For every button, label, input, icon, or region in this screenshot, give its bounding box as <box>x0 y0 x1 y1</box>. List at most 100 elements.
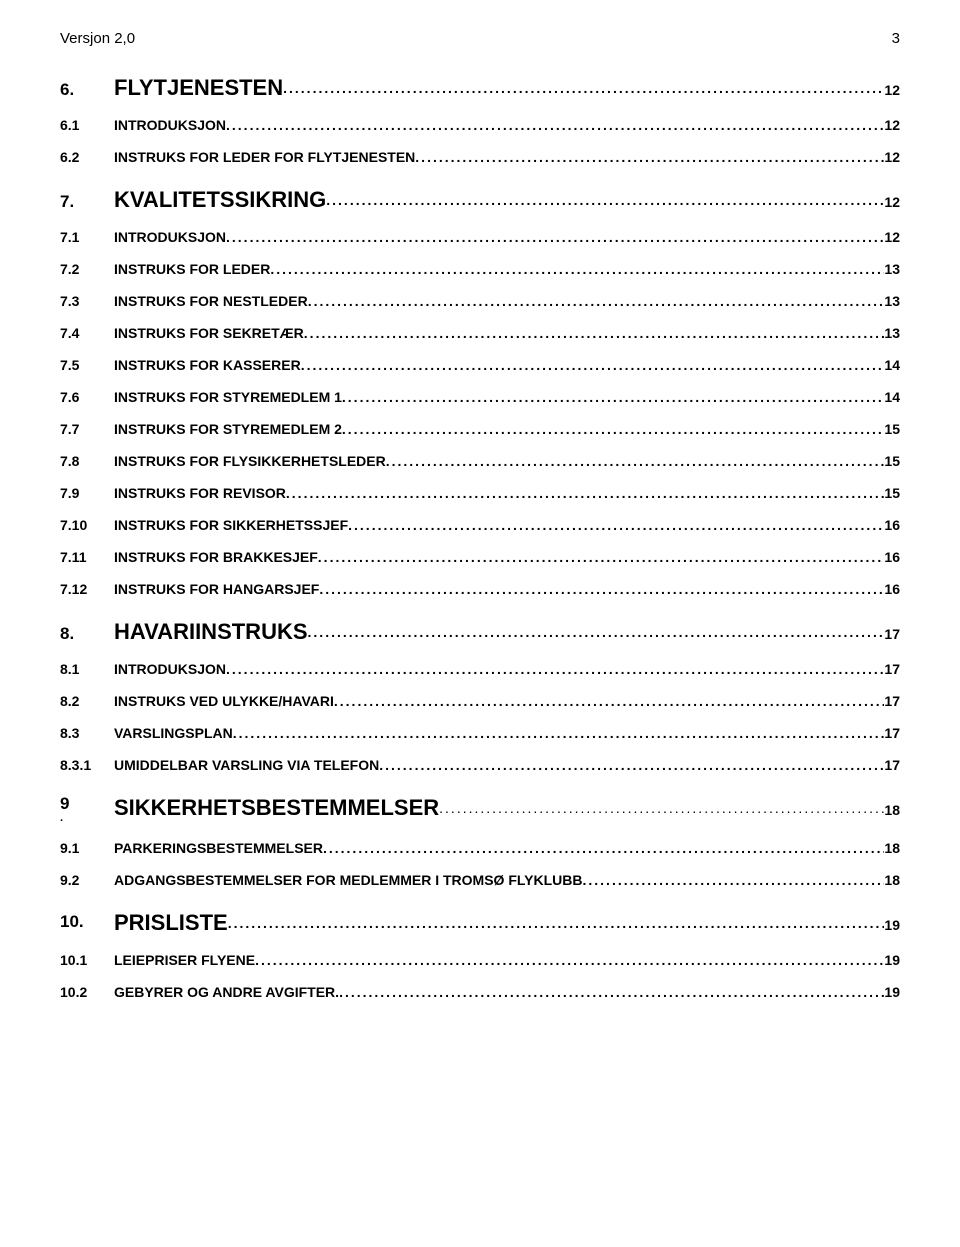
toc-page: 19 <box>884 917 900 933</box>
toc-page: 19 <box>884 984 900 1000</box>
toc-leader-dots: ........................................… <box>308 293 885 309</box>
toc-entry-level-1: 9.SIKKERHETSBESTEMMELSER................… <box>60 795 900 824</box>
version-text: Versjon 2,0 <box>60 30 135 47</box>
toc-page: 12 <box>884 117 900 133</box>
toc-leader-dots: ........................................… <box>323 840 884 856</box>
page-header: Versjon 2,0 3 <box>60 30 900 47</box>
toc-page: 16 <box>884 549 900 565</box>
toc-leader-dots: ........................................… <box>233 725 885 741</box>
toc-title: INSTRUKS FOR FLYSIKKERHETSLEDER <box>114 453 386 469</box>
toc-page: 18 <box>884 872 900 888</box>
toc-leader-dots: ........................................… <box>348 517 884 533</box>
toc-title: LEIEPRISER FLYENE <box>114 952 255 968</box>
toc-title: INSTRUKS FOR STYREMEDLEM 1 <box>114 389 342 405</box>
toc-entry-level-2: 7.5INSTRUKS FOR KASSERER................… <box>60 357 900 373</box>
toc-leader-dots: ........................................… <box>228 915 885 931</box>
toc-title: INSTRUKS FOR HANGARSJEF <box>114 581 319 597</box>
toc-entry-level-2: 7.2INSTRUKS FOR LEDER...................… <box>60 261 900 277</box>
toc-leader-dots: ........................................… <box>255 952 884 968</box>
toc-page: 12 <box>884 149 900 165</box>
toc-leader-dots: ........................................… <box>270 261 884 277</box>
toc-title: INSTRUKS FOR BRAKKESJEF <box>114 549 318 565</box>
toc-entry-level-2: 6.1INTRODUKSJON.........................… <box>60 117 900 133</box>
toc-entry-level-2: 7.4INSTRUKS FOR SEKRETÆR................… <box>60 325 900 341</box>
toc-entry-level-2: 6.2INSTRUKS FOR LEDER FOR FLYTJENESTEN..… <box>60 149 900 165</box>
toc-entry-level-2: 8.3VARSLINGSPLAN........................… <box>60 725 900 741</box>
toc-number: 8.3 <box>60 725 114 741</box>
toc-title: UMIDDELBAR VARSLING VIA TELEFON <box>114 757 379 773</box>
toc-number: 6. <box>60 80 114 100</box>
toc-page: 17 <box>884 757 900 773</box>
toc-leader-dots: ........................................… <box>318 549 885 565</box>
toc-title: GEBYRER OG ANDRE AVGIFTER. <box>114 984 339 1000</box>
toc-title: INSTRUKS FOR LEDER <box>114 261 270 277</box>
toc-number-column: 9. <box>60 795 114 824</box>
toc-entry-level-2: 7.10INSTRUKS FOR SIKKERHETSSJEF.........… <box>60 517 900 533</box>
toc-leader-dots: ........................................… <box>226 661 884 677</box>
toc-entry-level-2: 9.1PARKERINGSBESTEMMELSER...............… <box>60 840 900 856</box>
toc-number: 7.7 <box>60 421 114 437</box>
toc-number: 7.4 <box>60 325 114 341</box>
toc-entry-level-2: 7.11INSTRUKS FOR BRAKKESJEF.............… <box>60 549 900 565</box>
toc-number: 6.1 <box>60 117 114 133</box>
toc-entry-level-2: 7.7INSTRUKS FOR STYREMEDLEM 2...........… <box>60 421 900 437</box>
toc-leader-dots: ........................................… <box>319 581 884 597</box>
toc-leader-dots: ........................................… <box>386 453 885 469</box>
toc-title: INSTRUKS FOR LEDER FOR FLYTJENESTEN <box>114 149 415 165</box>
toc-title: INSTRUKS VED ULYKKE/HAVARI <box>114 693 334 709</box>
toc-entry-level-2: 8.1INTRODUKSJON.........................… <box>60 661 900 677</box>
toc-title: PARKERINGSBESTEMMELSER <box>114 840 323 856</box>
toc-entry-level-2: 7.9INSTRUKS FOR REVISOR.................… <box>60 485 900 501</box>
toc-number: 7.5 <box>60 357 114 373</box>
toc-page: 15 <box>884 485 900 501</box>
toc-title: VARSLINGSPLAN <box>114 725 233 741</box>
toc-number: 6.2 <box>60 149 114 165</box>
toc-title: INSTRUKS FOR SIKKERHETSSJEF <box>114 517 348 533</box>
toc-number: 7.8 <box>60 453 114 469</box>
toc-page: 13 <box>884 261 900 277</box>
toc-title: ADGANGSBESTEMMELSER FOR MEDLEMMER I TROM… <box>114 872 583 888</box>
toc-entry-level-2: 7.6INSTRUKS FOR STYREMEDLEM 1...........… <box>60 389 900 405</box>
toc-entry-level-2: 10.2GEBYRER OG ANDRE AVGIFTER...........… <box>60 984 900 1000</box>
toc-leader-dots: ........................................… <box>439 800 884 816</box>
toc-number: 7.12 <box>60 581 114 597</box>
toc-number: 7.9 <box>60 485 114 501</box>
toc-leader-dots: ........................................… <box>301 357 885 373</box>
toc-page: 17 <box>884 693 900 709</box>
toc-number: 10. <box>60 912 114 932</box>
toc-title: INTRODUKSJON <box>114 229 226 245</box>
toc-number: 7.10 <box>60 517 114 533</box>
toc-number: 7.2 <box>60 261 114 277</box>
table-of-contents: 6.FLYTJENESTEN..........................… <box>60 75 900 1000</box>
toc-page: 15 <box>884 421 900 437</box>
toc-page: 12 <box>884 229 900 245</box>
toc-page: 17 <box>884 725 900 741</box>
toc-leader-dots: ........................................… <box>334 693 885 709</box>
toc-page: 14 <box>884 357 900 373</box>
toc-entry-level-2: 7.12INSTRUKS FOR HANGARSJEF.............… <box>60 581 900 597</box>
toc-leader-dots: ........................................… <box>283 80 884 96</box>
toc-leader-dots: ........................................… <box>286 485 885 501</box>
toc-title: INSTRUKS FOR SEKRETÆR <box>114 325 304 341</box>
toc-leader-dots: ........................................… <box>583 872 885 888</box>
toc-title: FLYTJENESTEN <box>114 75 283 101</box>
toc-page: 19 <box>884 952 900 968</box>
toc-entry-level-1: 6.FLYTJENESTEN..........................… <box>60 75 900 101</box>
toc-leader-dots: ........................................… <box>226 229 884 245</box>
toc-entry-level-2: 10.1LEIEPRISER FLYENE...................… <box>60 952 900 968</box>
toc-leader-dots: ........................................… <box>415 149 884 165</box>
toc-number: 9.2 <box>60 872 114 888</box>
toc-number: 9.1 <box>60 840 114 856</box>
toc-page: 16 <box>884 517 900 533</box>
toc-number: 8.3.1 <box>60 757 114 773</box>
toc-title: INSTRUKS FOR REVISOR <box>114 485 286 501</box>
toc-number-dot: . <box>60 812 114 824</box>
toc-entry-level-1: 10.PRISLISTE............................… <box>60 910 900 936</box>
toc-entry-level-3: 8.3.1UMIDDELBAR VARSLING VIA TELEFON....… <box>60 757 900 773</box>
toc-entry-level-2: 8.2INSTRUKS VED ULYKKE/HAVARI...........… <box>60 693 900 709</box>
toc-leader-dots: ........................................… <box>308 624 885 640</box>
toc-number: 8. <box>60 624 114 644</box>
toc-title: HAVARIINSTRUKS <box>114 619 308 645</box>
toc-page: 17 <box>884 661 900 677</box>
page-number: 3 <box>892 30 900 47</box>
